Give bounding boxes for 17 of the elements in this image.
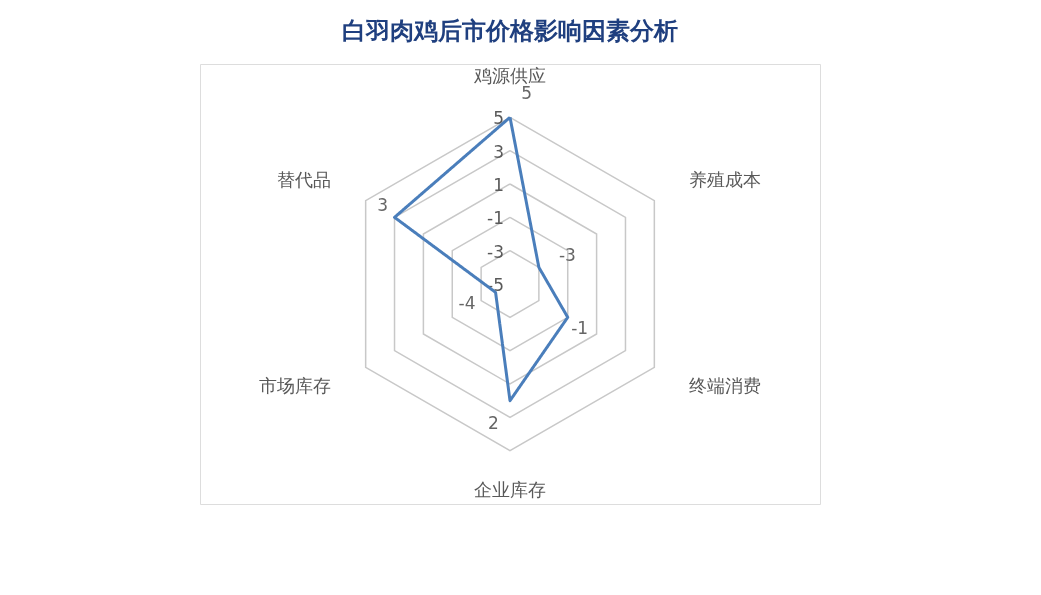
y-tick-label: -1 — [487, 208, 504, 229]
y-tick-label: -5 — [487, 275, 504, 295]
spoke-label: 替代品 — [277, 168, 332, 190]
chart-title: 白羽肉鸡后市价格影响因素分析 — [342, 17, 678, 45]
data-label: -3 — [558, 244, 576, 265]
spoke-label: 市场库存 — [259, 375, 332, 397]
spoke-label: 企业库存 — [474, 478, 546, 500]
y-tick-label: 3 — [493, 141, 504, 162]
spoke-label: 养殖成本 — [688, 168, 761, 190]
data-label: -4 — [458, 293, 476, 313]
spoke-label: 终端消费 — [688, 375, 761, 397]
y-tick-label: -3 — [487, 241, 504, 262]
data-label: 3 — [377, 194, 389, 215]
y-tick-label: 1 — [493, 175, 504, 195]
y-tick-label: 5 — [493, 108, 504, 129]
data-label: 2 — [487, 413, 499, 433]
data-label: -1 — [571, 318, 589, 338]
